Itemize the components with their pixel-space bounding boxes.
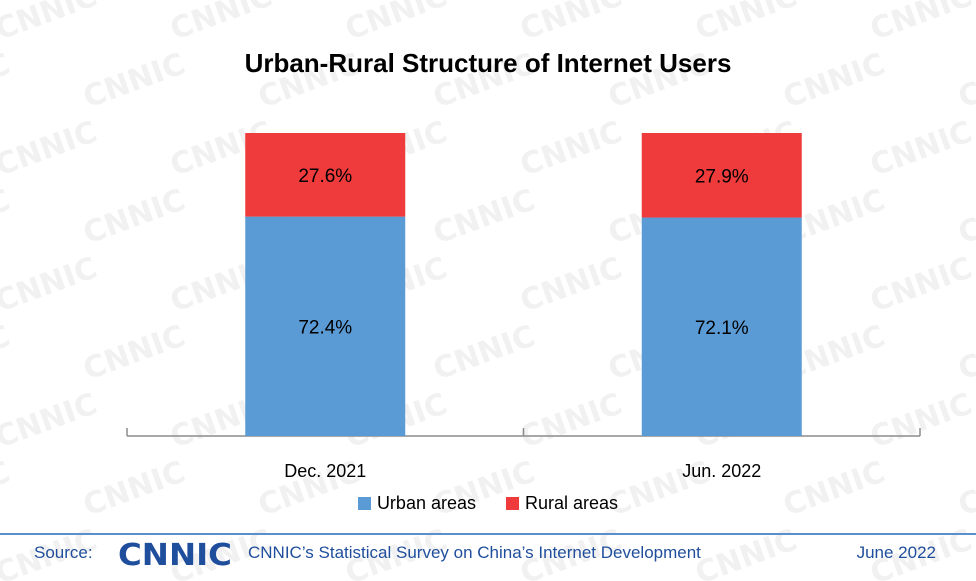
footer-divider xyxy=(0,533,976,535)
chart-title: Urban-Rural Structure of Internet Users xyxy=(244,48,732,78)
data-label-rural-1: 27.9% xyxy=(695,166,749,187)
cnnic-logo: CNNIC xyxy=(118,539,232,569)
x-tick-label-1: Jun. 2022 xyxy=(682,461,761,481)
data-label-urban-0: 72.4% xyxy=(298,317,352,338)
bar-urban-0 xyxy=(245,216,406,436)
legend-label-rural: Rural areas xyxy=(525,493,619,513)
source-text: CNNIC’s Statistical Survey on China’s In… xyxy=(248,543,701,562)
bar-rural-0 xyxy=(245,133,406,217)
data-label-urban-1: 72.1% xyxy=(695,318,749,339)
chart-legend: Urban areas Rural areas xyxy=(0,493,976,514)
footer: Source: CNNIC CNNIC’s Statistical Survey… xyxy=(0,537,976,571)
cnnic-logo-text: CNNIC xyxy=(118,539,232,569)
legend-item-rural: Rural areas xyxy=(506,493,618,514)
bar-rural-1 xyxy=(641,133,802,218)
legend-swatch-urban xyxy=(357,497,371,510)
bar-urban-1 xyxy=(641,217,802,436)
source-label: Source: xyxy=(34,543,93,562)
legend-item-urban: Urban areas xyxy=(357,493,476,514)
x-tick-label-0: Dec. 2021 xyxy=(284,461,366,481)
report-date: June 2022 xyxy=(856,543,936,562)
legend-label-urban: Urban areas xyxy=(376,493,476,513)
legend-swatch-rural xyxy=(506,497,519,510)
data-label-rural-0: 27.6% xyxy=(298,166,352,187)
